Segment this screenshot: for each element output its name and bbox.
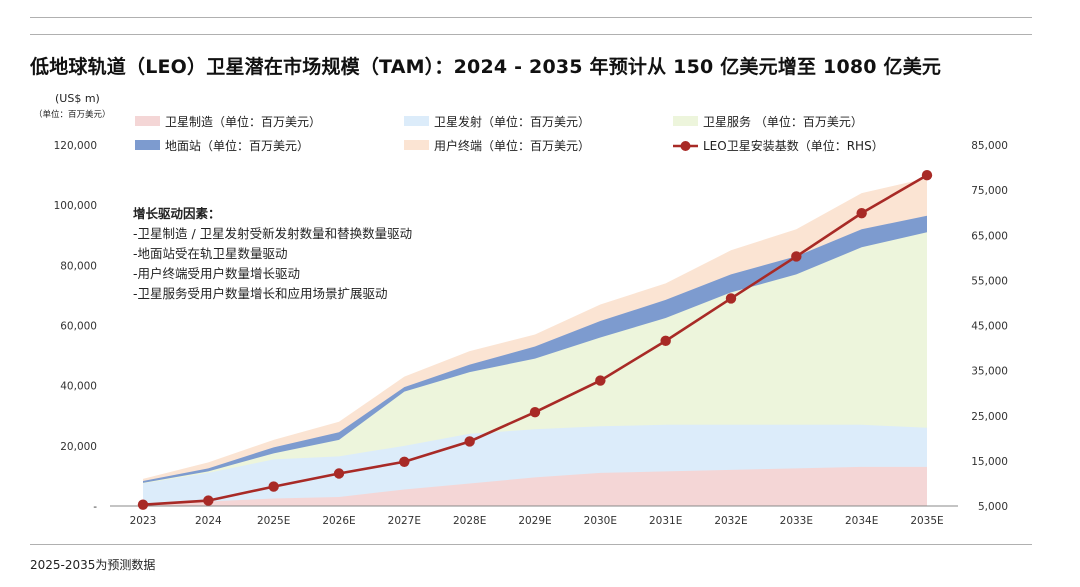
legend-swatch: [404, 116, 429, 126]
drivers-heading: 增长驱动因素：: [133, 206, 221, 221]
right-y-tick-label: 45,000: [971, 321, 1008, 333]
left-y-tick-label: -: [93, 501, 97, 513]
left-axis-unit: (US$ m): [55, 92, 100, 105]
installed-base-point: [333, 468, 345, 479]
x-tick-label: 2032E: [714, 515, 747, 527]
legend-swatch: [135, 140, 160, 150]
left-y-tick-label: 60,000: [60, 321, 97, 333]
legend-label: LEO卫星安装基数（单位：RHS）: [703, 138, 884, 153]
x-tick-label: 2023: [130, 515, 157, 527]
drivers-line: -地面站受在轨卫星数量驱动: [133, 246, 288, 261]
x-tick-label: 2029E: [518, 515, 551, 527]
right-y-axis: 5,000 15,000 25,000 35,000 45,000 55,000 65,00…: [971, 140, 1008, 513]
stacked-areas: [143, 178, 927, 506]
right-y-tick-label: 5,000: [978, 501, 1008, 513]
top-rule: [30, 17, 1032, 18]
right-y-tick-label: 35,000: [971, 366, 1008, 378]
legend-label: 用户终端（单位：百万美元）: [434, 138, 590, 153]
x-tick-label: 2030E: [584, 515, 617, 527]
installed-base-point: [137, 499, 149, 510]
x-tick-label: 2033E: [780, 515, 813, 527]
legend-swatch: [404, 140, 429, 150]
legend-label: 卫星发射（单位：百万美元）: [434, 114, 590, 129]
legend-line-marker: [680, 141, 691, 151]
installed-base-point: [856, 207, 867, 219]
installed-base-line: [137, 170, 933, 510]
left-y-tick-label: 80,000: [60, 260, 97, 272]
legend-swatch: [673, 116, 698, 126]
installed-base-point: [791, 251, 802, 262]
installed-base-point: [529, 406, 541, 418]
right-y-tick-label: 75,000: [971, 185, 1008, 197]
chart-title: 低地球轨道（LEO）卫星潜在市场规模（TAM）：2024 - 2035 年预计从…: [30, 56, 942, 78]
x-tick-label: 2035E: [910, 515, 943, 527]
left-y-tick-label: 40,000: [60, 381, 97, 393]
drivers-line: -卫星制造 / 卫星发射受新发射数量和替换数量驱动: [133, 226, 412, 241]
x-tick-label: 2028E: [453, 515, 486, 527]
left-y-tick-label: 20,000: [60, 441, 97, 453]
legend-label: 卫星制造（单位：百万美元）: [165, 114, 321, 129]
footnote: 2025-2035为预测数据: [30, 558, 156, 572]
growth-drivers-note: 增长驱动因素： -卫星制造 / 卫星发射受新发射数量和替换数量驱动 -地面站受在轨卫…: [133, 206, 412, 301]
right-y-tick-label: 65,000: [971, 230, 1008, 242]
left-axis-unit-sublabel: （单位：百万美元）: [34, 110, 111, 120]
title-rule: [30, 34, 1032, 35]
installed-base-point: [725, 293, 737, 304]
legend-label: 地面站（单位：百万美元）: [165, 138, 309, 153]
x-tick-label: 2031E: [649, 515, 682, 527]
left-y-axis: - 20,000 40,000 60,000 80,000 100,000 120,000: [54, 140, 98, 513]
installed-base-point: [595, 375, 606, 386]
left-y-tick-label: 100,000: [54, 200, 97, 212]
drivers-line: -卫星服务受用户数量增长和应用场景扩展驱动: [133, 286, 388, 301]
right-y-tick-label: 85,000: [971, 140, 1008, 152]
installed-base-point: [921, 170, 933, 181]
x-tick-label: 2027E: [388, 515, 421, 527]
drivers-line: -用户终端受用户数量增长驱动: [133, 266, 300, 281]
bottom-rule: [30, 544, 1032, 545]
installed-base-point: [660, 335, 671, 347]
installed-base-point: [464, 436, 475, 447]
legend-swatch: [135, 116, 160, 126]
x-tick-label: 2025E: [257, 515, 290, 527]
x-tick-label: 2024: [195, 515, 222, 527]
right-y-tick-label: 15,000: [971, 456, 1008, 468]
right-y-tick-label: 55,000: [971, 275, 1008, 287]
installed-base-point: [399, 456, 410, 467]
legend-label: 卫星服务 （单位：百万美元）: [703, 114, 863, 129]
legend: 卫星制造（单位：百万美元） 卫星发射（单位：百万美元） 卫星服务 （单位：百万美元）…: [135, 114, 884, 153]
x-tick-label: 2026E: [322, 515, 355, 527]
x-axis: 2023 2024 2025E 2026E 2027E 2028E 2029E 2030E 20…: [110, 505, 958, 527]
right-y-tick-label: 25,000: [971, 411, 1008, 423]
left-y-tick-label: 120,000: [54, 140, 97, 152]
area-series-1: [143, 466, 927, 506]
x-tick-label: 2034E: [845, 515, 878, 527]
installed-base-point: [268, 481, 279, 492]
installed-base-point: [203, 495, 214, 506]
